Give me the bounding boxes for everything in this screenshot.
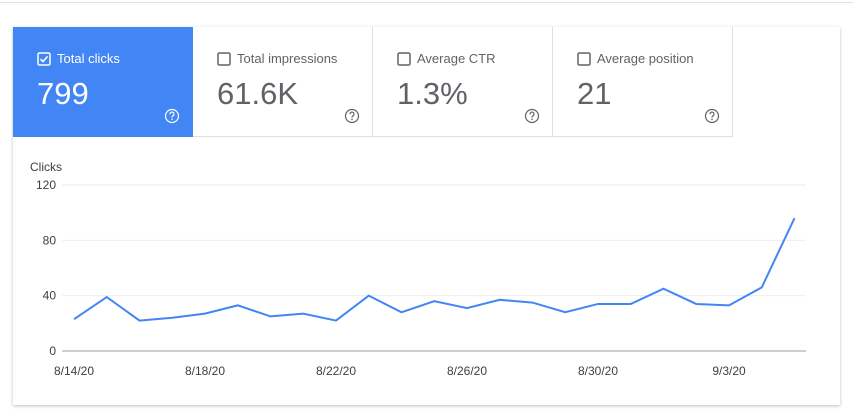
y-axis-label: Clicks [30,160,62,174]
y-tick-label: 80 [43,233,57,247]
help-mark [349,111,355,118]
help-mark [709,111,715,118]
checkbox[interactable] [397,52,411,66]
clicks-line [73,217,796,322]
help-dot [171,118,173,121]
checkbox-box [37,52,51,66]
help-dot [351,118,353,121]
metric-value: 21 [577,76,612,111]
x-tick-label: 9/3/20 [712,364,746,378]
metric-label: Total impressions [237,51,338,66]
help-circle [164,108,180,124]
x-tick-label: 8/22/20 [316,364,356,378]
help-circle [704,108,720,124]
help-dot [711,118,713,121]
x-tick-label: 8/14/20 [54,364,94,378]
top-rule [0,2,853,3]
help-icon[interactable] [164,108,180,124]
metric-value: 799 [37,76,89,111]
x-tick-label: 8/18/20 [185,364,225,378]
checkbox-box [577,52,591,66]
metric-value: 1.3% [397,76,468,111]
help-circle [524,108,540,124]
help-mark [169,111,175,118]
performance-card: Total clicks 799 Total impressions 61.6K Ave… [13,27,840,405]
y-tick-label: 0 [49,344,56,358]
checkmark [39,55,49,63]
help-icon[interactable] [344,108,360,124]
y-tick-label: 120 [36,178,56,192]
metric-label: Average position [597,51,694,66]
metric-label: Average CTR [417,51,496,66]
checkbox[interactable] [217,52,231,66]
checkbox-box [217,52,231,66]
chart: Clicks 0 40 80 120 8/14/20 8/18/20 8/22/20 8/26/… [30,160,806,378]
help-dot [531,118,533,121]
x-tick-label: 8/26/20 [447,364,487,378]
metric-label: Total clicks [57,51,120,66]
metric-tile[interactable]: Total impressions 61.6K [193,27,373,137]
checkbox[interactable] [37,52,51,66]
x-tick-label: 8/30/20 [578,364,618,378]
checkbox-box [397,52,411,66]
help-icon[interactable] [524,108,540,124]
help-icon[interactable] [704,108,720,124]
metric-tile[interactable]: Total clicks 799 [13,27,193,137]
metric-tile[interactable]: Average position 21 [553,27,733,137]
checkbox[interactable] [577,52,591,66]
metric-tile[interactable]: Average CTR 1.3% [373,27,553,137]
help-mark [529,111,535,118]
help-circle [344,108,360,124]
metric-value: 61.6K [217,76,299,111]
y-tick-label: 40 [43,289,57,303]
